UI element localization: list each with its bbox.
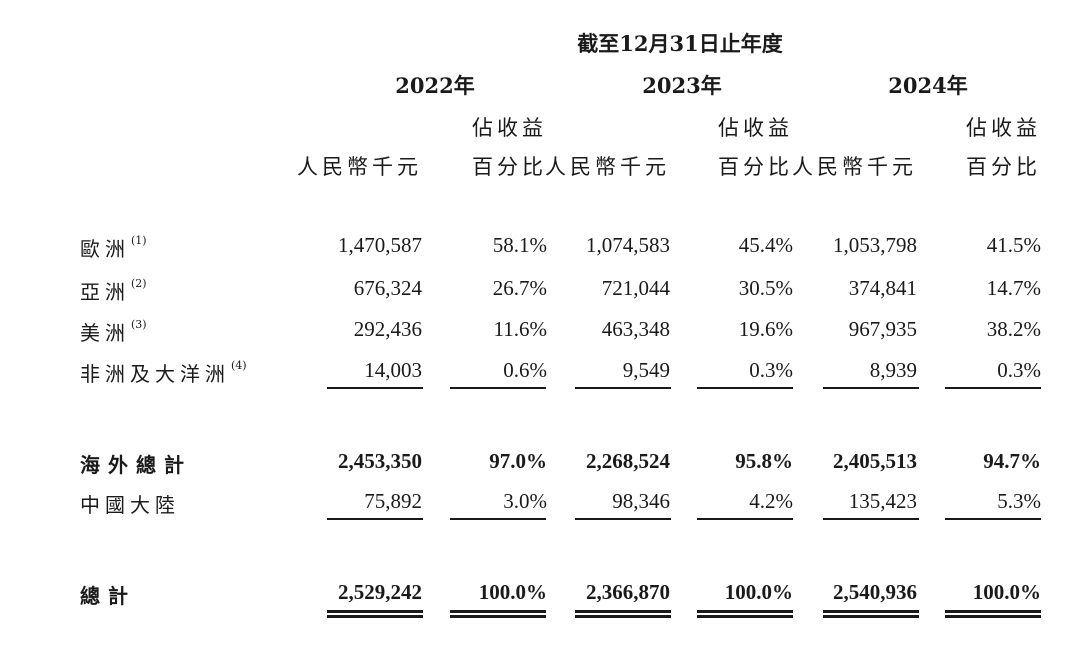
cell-r1-c0: 676,324: [353, 276, 422, 300]
cell-r6-c5: 100.0%: [972, 580, 1041, 604]
year-2022-heading: 2022年: [395, 73, 475, 98]
cell-r6-c3: 100.0%: [724, 580, 793, 604]
pct-header-2024-line1: 佔收益: [966, 116, 1041, 140]
row-label-mainland-china: 中國大陸: [80, 493, 180, 517]
cell-r6-c1: 100.0%: [478, 580, 547, 604]
cell-r3-c0: 14,003: [364, 358, 422, 382]
cell-r5-c0: 75,892: [364, 489, 422, 513]
cell-r4-c0: 2,453,350: [338, 449, 422, 473]
amount-header-2024: 人民幣千元: [792, 155, 917, 179]
total-rule-c3: [697, 518, 793, 520]
cell-r2-c1: 11.6%: [493, 317, 547, 341]
cell-r4-c3: 95.8%: [735, 449, 793, 473]
subtotal-rule-c1: [450, 387, 546, 389]
row-label-europe: 歐洲(1): [80, 234, 147, 261]
period-heading: 截至12月31日止年度: [577, 31, 783, 56]
cell-r0-c5: 41.5%: [986, 233, 1041, 257]
subtotal-rule-c3: [697, 387, 793, 389]
cell-r6-c0: 2,529,242: [338, 580, 422, 604]
cell-r3-c2: 9,549: [622, 358, 670, 382]
subtotal-rule-c4: [823, 387, 919, 389]
grand-total-double-rule-c4: [823, 610, 919, 618]
total-rule-c1: [450, 518, 546, 520]
grand-total-double-rule-c5: [945, 610, 1041, 618]
cell-r3-c4: 8,939: [869, 358, 917, 382]
subtotal-rule-c5: [945, 387, 1041, 389]
grand-total-double-rule-c0: [327, 610, 423, 618]
row-label-americas: 美洲(3): [80, 318, 147, 345]
pct-header-2022-line2: 百分比: [472, 155, 547, 179]
row-label-africa-oceania: 非洲及大洋洲(4): [80, 359, 247, 386]
cell-r0-c1: 58.1%: [492, 233, 547, 257]
cell-r2-c2: 463,348: [601, 317, 670, 341]
total-rule-c0: [327, 518, 423, 520]
cell-r2-c3: 19.6%: [738, 317, 793, 341]
total-rule-c2: [575, 518, 671, 520]
amount-header-2022: 人民幣千元: [297, 155, 422, 179]
cell-r0-c3: 45.4%: [738, 233, 793, 257]
subtotal-rule-c2: [575, 387, 671, 389]
cell-r1-c3: 30.5%: [738, 276, 793, 300]
cell-r0-c2: 1,074,583: [586, 233, 670, 257]
cell-r2-c0: 292,436: [353, 317, 422, 341]
cell-r3-c3: 0.3%: [749, 358, 793, 382]
grand-total-double-rule-c1: [450, 610, 546, 618]
amount-header-2023: 人民幣千元: [545, 155, 670, 179]
cell-r2-c4: 967,935: [848, 317, 917, 341]
cell-r4-c2: 2,268,524: [586, 449, 670, 473]
grand-total-double-rule-c2: [575, 610, 671, 618]
pct-header-2023-line2: 百分比: [718, 155, 793, 179]
cell-r6-c4: 2,540,936: [833, 580, 917, 604]
cell-r2-c5: 38.2%: [986, 317, 1041, 341]
cell-r5-c2: 98,346: [612, 489, 670, 513]
row-label-asia: 亞洲(2): [80, 277, 147, 304]
cell-r3-c1: 0.6%: [503, 358, 547, 382]
cell-r4-c1: 97.0%: [489, 449, 547, 473]
subtotal-rule-c0: [327, 387, 423, 389]
total-rule-c4: [823, 518, 919, 520]
cell-r5-c5: 5.3%: [997, 489, 1041, 513]
pct-header-2022-line1: 佔收益: [472, 116, 547, 140]
cell-r5-c3: 4.2%: [749, 489, 793, 513]
cell-r5-c1: 3.0%: [503, 489, 547, 513]
cell-r0-c0: 1,470,587: [338, 233, 422, 257]
cell-r1-c1: 26.7%: [492, 276, 547, 300]
pct-header-2024-line2: 百分比: [966, 155, 1041, 179]
cell-r1-c4: 374,841: [848, 276, 917, 300]
cell-r5-c4: 135,423: [848, 489, 917, 513]
year-2024-heading: 2024年: [888, 73, 968, 98]
cell-r4-c5: 94.7%: [983, 449, 1041, 473]
row-label-grand-total: 總計: [80, 584, 136, 608]
cell-r1-c2: 721,044: [601, 276, 670, 300]
total-rule-c5: [945, 518, 1041, 520]
grand-total-double-rule-c3: [697, 610, 793, 618]
cell-r1-c5: 14.7%: [986, 276, 1041, 300]
row-label-overseas-total: 海外總計: [80, 453, 192, 477]
pct-header-2023-line1: 佔收益: [718, 116, 793, 140]
cell-r6-c2: 2,366,870: [586, 580, 670, 604]
cell-r0-c4: 1,053,798: [833, 233, 917, 257]
year-2023-heading: 2023年: [642, 73, 722, 98]
cell-r4-c4: 2,405,513: [833, 449, 917, 473]
cell-r3-c5: 0.3%: [997, 358, 1041, 382]
